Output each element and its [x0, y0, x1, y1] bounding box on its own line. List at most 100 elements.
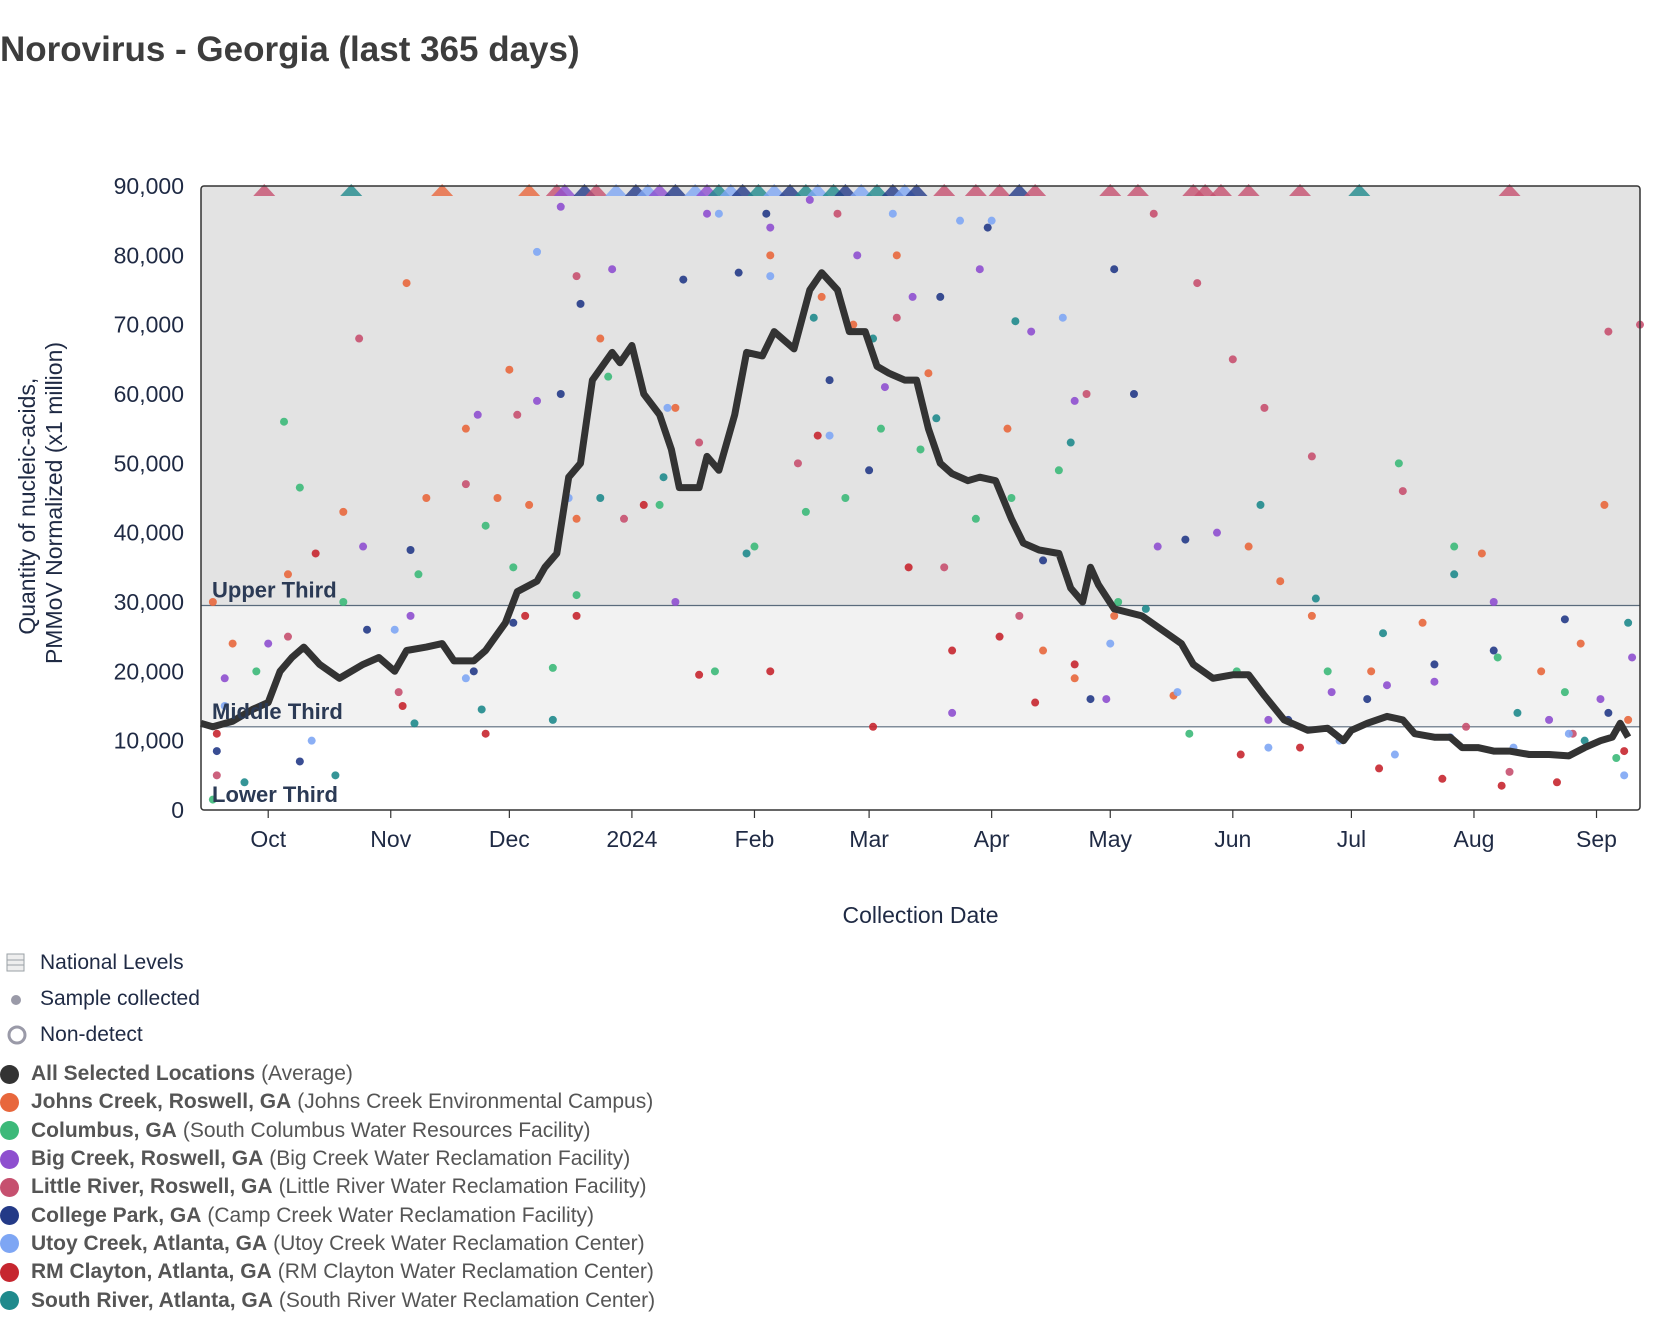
sample-point — [331, 771, 340, 780]
legend-sample-collected[interactable]: Sample collected — [6, 981, 200, 1017]
sample-point — [1260, 403, 1269, 412]
above-range-marker — [850, 184, 873, 196]
sample-point — [801, 507, 810, 516]
y-tick-label: 10,000 — [114, 728, 184, 754]
sample-point — [473, 410, 482, 419]
y-tick-label: 40,000 — [114, 520, 184, 546]
above-range-marker — [1099, 184, 1122, 196]
sample-point — [1173, 688, 1182, 697]
sample-point — [240, 778, 249, 787]
x-tick-label: Mar — [849, 826, 889, 852]
sample-point — [714, 209, 723, 218]
y-axis-title-line-1: Quantity of nucleic-acids, — [14, 378, 40, 635]
y-tick-label: 90,000 — [114, 173, 184, 199]
sample-point — [1264, 715, 1273, 724]
sample-point — [1110, 265, 1119, 274]
above-range-marker — [664, 184, 687, 196]
x-axis-title: Collection Date — [843, 902, 999, 928]
sample-point — [556, 202, 565, 211]
legend-national-levels[interactable]: National Levels — [6, 945, 200, 981]
y-tick-label: 0 — [171, 797, 184, 823]
sample-point — [339, 598, 348, 606]
y-tick-label: 60,000 — [114, 381, 184, 407]
sample-point — [533, 396, 542, 405]
sample-point — [394, 688, 403, 697]
legend-location[interactable]: College Park, GA (Camp Creek Water Reclam… — [0, 1201, 655, 1229]
sample-point — [1537, 667, 1546, 676]
band-label: Upper Third — [212, 577, 337, 602]
sample-point — [1327, 688, 1336, 697]
band-lower-third — [201, 726, 1640, 810]
sample-point — [1003, 424, 1012, 433]
chart-title: Norovirus - Georgia (last 365 days) — [0, 30, 580, 69]
legend-location[interactable]: Johns Creek, Roswell, GA (Johns Creek Env… — [0, 1088, 655, 1116]
x-tick-label: 2024 — [606, 826, 657, 852]
sample-point — [1141, 604, 1150, 613]
above-range-marker — [1209, 184, 1232, 196]
above-range-marker — [866, 184, 889, 196]
y-tick-label: 70,000 — [114, 312, 184, 338]
sample-point — [1560, 688, 1569, 697]
sample-point — [295, 483, 304, 492]
above-range-marker — [253, 184, 276, 196]
legend-location[interactable]: Little River, Roswell, GA (Little River W… — [0, 1173, 655, 1201]
above-range-marker — [431, 184, 454, 196]
sample-point — [1513, 708, 1522, 717]
legend-location[interactable]: Utoy Creek, Atlanta, GA (Utoy Creek Water… — [0, 1230, 655, 1258]
sample-point — [1462, 722, 1471, 731]
non-detect-ring-icon — [6, 1024, 40, 1046]
legend-location[interactable]: All Selected Locations (Average) — [0, 1060, 655, 1088]
sample-point — [1497, 781, 1506, 790]
x-tick-label: Apr — [974, 826, 1010, 852]
above-range-marker — [518, 184, 541, 196]
sample-point — [1624, 715, 1633, 724]
sample-point — [695, 438, 704, 447]
sample-point — [1264, 743, 1273, 752]
sample-point — [228, 639, 237, 648]
sample-point — [212, 771, 221, 780]
sample-point — [1493, 653, 1502, 662]
sample-point — [766, 272, 775, 281]
sample-point — [916, 445, 925, 454]
legend-location[interactable]: Big Creek, Roswell, GA (Big Creek Water R… — [0, 1145, 655, 1173]
sample-point — [398, 702, 407, 710]
legend-non-detect[interactable]: Non-detect — [6, 1017, 200, 1053]
sample-point — [1256, 500, 1265, 509]
legend-location[interactable]: Columbus, GA (South Columbus Water Resour… — [0, 1117, 655, 1145]
sample-point — [252, 667, 261, 676]
sample-point — [1363, 695, 1372, 704]
legend-location[interactable]: RM Clayton, Atlanta, GA (RM Clayton Water… — [0, 1258, 655, 1286]
sample-point — [1604, 327, 1613, 336]
sample-point — [283, 632, 292, 641]
sample-point — [1438, 774, 1447, 783]
above-range-marker — [585, 184, 608, 196]
x-axis-ticks: Oct Nov Dec 2024 Feb Mar Apr May Jun Jul Aug Sep — [250, 810, 1617, 852]
sample-point — [1323, 667, 1332, 676]
location-color-icon — [0, 1149, 19, 1169]
sample-point — [983, 223, 992, 232]
sample-point — [1070, 674, 1079, 683]
sample-point — [533, 247, 542, 256]
sample-point — [742, 549, 751, 558]
legend-label: National Levels — [40, 951, 184, 974]
sample-point — [604, 372, 613, 381]
sample-point — [1600, 500, 1609, 509]
legend-location[interactable]: South River, Atlanta, GA (South River Wat… — [0, 1286, 655, 1314]
sample-point — [212, 729, 221, 738]
y-axis-ticks: 0 10,000 20,000 30,000 40,000 50,000 60,000 70,… — [114, 173, 184, 823]
sample-point — [220, 674, 229, 683]
sample-point — [1418, 618, 1427, 627]
sample-point — [1596, 695, 1605, 704]
sample-point — [908, 292, 917, 301]
sample-point — [936, 292, 945, 301]
sample-point — [1379, 629, 1388, 638]
sample-point — [703, 209, 712, 218]
sample-point — [1054, 466, 1063, 475]
sample-point — [1070, 396, 1079, 405]
sample-point — [1489, 598, 1498, 606]
sample-point — [892, 251, 901, 260]
above-range-marker — [648, 184, 671, 196]
sample-point — [1011, 317, 1020, 326]
x-tick-label: Oct — [250, 826, 286, 852]
x-tick-label: Jun — [1214, 826, 1251, 852]
